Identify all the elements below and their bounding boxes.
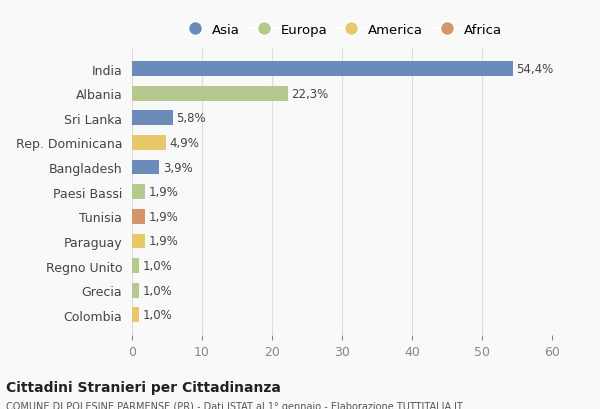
Text: 4,9%: 4,9%	[170, 137, 200, 150]
Text: 1,9%: 1,9%	[149, 235, 179, 248]
Text: COMUNE DI POLESINE PARMENSE (PR) - Dati ISTAT al 1° gennaio - Elaborazione TUTTI: COMUNE DI POLESINE PARMENSE (PR) - Dati …	[6, 401, 463, 409]
Bar	[132, 185, 145, 200]
Text: 3,9%: 3,9%	[163, 161, 193, 174]
Text: 1,0%: 1,0%	[143, 308, 172, 321]
Legend: Asia, Europa, America, Africa: Asia, Europa, America, Africa	[176, 18, 508, 42]
Text: 22,3%: 22,3%	[292, 88, 329, 101]
Bar	[132, 62, 513, 77]
Bar	[132, 308, 139, 322]
Bar	[132, 234, 145, 249]
Text: 1,0%: 1,0%	[143, 259, 172, 272]
Bar	[132, 258, 139, 273]
Bar	[132, 283, 139, 298]
Bar	[132, 111, 173, 126]
Text: 1,0%: 1,0%	[143, 284, 172, 297]
Text: Cittadini Stranieri per Cittadinanza: Cittadini Stranieri per Cittadinanza	[6, 380, 281, 394]
Bar	[132, 87, 288, 101]
Bar	[132, 209, 145, 224]
Bar	[132, 160, 160, 175]
Bar	[132, 136, 166, 151]
Text: 1,9%: 1,9%	[149, 186, 179, 199]
Text: 5,8%: 5,8%	[176, 112, 206, 125]
Text: 1,9%: 1,9%	[149, 210, 179, 223]
Text: 54,4%: 54,4%	[516, 63, 554, 76]
